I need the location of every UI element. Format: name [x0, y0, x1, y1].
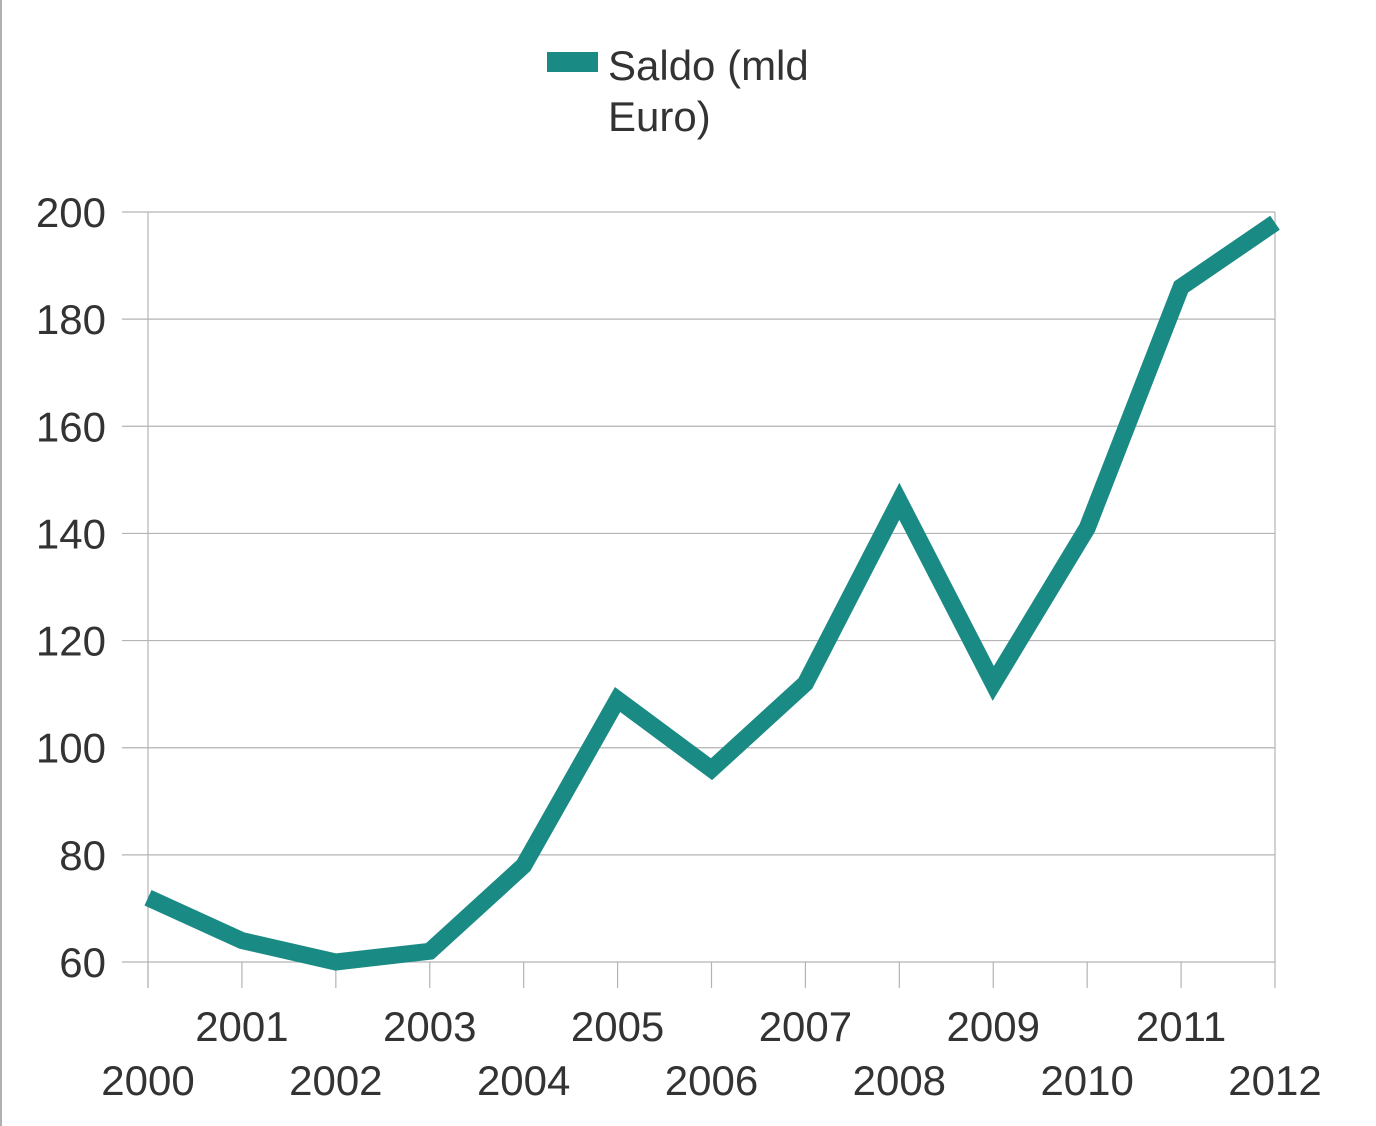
x-tick-labels: 2000200120022003200420052006200720082009… [101, 1003, 1321, 1104]
x-tick-label-2011: 2011 [1136, 1003, 1226, 1050]
x-tick-label-2006: 2006 [665, 1057, 758, 1104]
x-tick-label-2002: 2002 [289, 1057, 382, 1104]
x-tick-label-2005: 2005 [571, 1003, 664, 1050]
x-tick-label-2009: 2009 [947, 1003, 1040, 1050]
x-tick-label-2012: 2012 [1228, 1057, 1321, 1104]
legend: Saldo (mld Euro) [547, 42, 809, 140]
legend-swatch [547, 52, 598, 72]
y-tick-label-80: 80 [59, 832, 106, 879]
x-tick-label-2000: 2000 [101, 1057, 194, 1104]
y-tick-label-160: 160 [36, 403, 106, 450]
x-tick-label-2008: 2008 [853, 1057, 946, 1104]
y-tick-label-60: 60 [59, 939, 106, 986]
y-tick-label-120: 120 [36, 618, 106, 665]
x-tick-label-2007: 2007 [759, 1003, 852, 1050]
x-tick-label-2003: 2003 [383, 1003, 476, 1050]
x-tick-label-2004: 2004 [477, 1057, 570, 1104]
series-lines [144, 215, 1280, 971]
y-tick-label-200: 200 [36, 189, 106, 236]
axes [147, 212, 1276, 988]
y-tick-label-100: 100 [36, 725, 106, 772]
series-line-0 [144, 215, 1280, 971]
legend-label-line-2: Euro) [608, 93, 711, 140]
x-tick-label-2001: 2001 [195, 1003, 288, 1050]
x-tick-label-2010: 2010 [1040, 1057, 1133, 1104]
grid-lines [122, 211, 1275, 963]
y-tick-label-140: 140 [36, 510, 106, 557]
y-tick-label-180: 180 [36, 296, 106, 343]
legend-label-line-1: Saldo (mld [608, 42, 809, 89]
y-tick-labels: 60 80 100 120 140 160 180 200 [36, 189, 106, 986]
